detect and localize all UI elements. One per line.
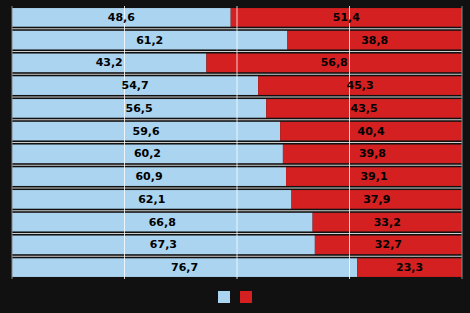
bar — [12, 167, 286, 186]
data-label: 43,2 — [96, 56, 123, 69]
grid — [12, 6, 462, 279]
data-label: 45,3 — [347, 79, 374, 92]
row-separator — [12, 142, 462, 143]
data-label: 59,6 — [133, 125, 160, 138]
bar — [12, 236, 315, 255]
row-separator — [12, 97, 462, 98]
row-separator — [12, 51, 462, 52]
bar — [266, 99, 462, 118]
data-label: 39,1 — [360, 170, 387, 183]
background — [0, 0, 470, 313]
legend-swatch — [218, 291, 230, 303]
bar — [283, 145, 462, 164]
data-label: 33,2 — [374, 216, 401, 229]
axis-start — [12, 6, 13, 279]
bar — [280, 122, 462, 141]
bar — [12, 54, 206, 73]
data-labels: 48,6 51,4 61,2 38,8 43,2 56,8 54,7 45,3 56,5 43,5… — [96, 11, 424, 274]
data-label: 38,8 — [361, 34, 388, 47]
row-separator — [12, 233, 462, 234]
bar — [12, 99, 266, 118]
data-label: 32,7 — [375, 238, 402, 251]
bar — [357, 258, 462, 277]
bar — [206, 54, 462, 73]
bar — [12, 8, 231, 27]
bar — [12, 76, 258, 95]
data-label: 76,7 — [171, 261, 198, 274]
bar — [286, 167, 462, 186]
data-label: 56,5 — [126, 102, 153, 115]
data-label: 39,8 — [359, 147, 386, 160]
bar — [12, 122, 280, 141]
data-label: 61,2 — [136, 34, 163, 47]
row-separator — [12, 188, 462, 189]
row-separator — [12, 210, 462, 211]
bar — [12, 258, 357, 277]
data-label: 48,6 — [108, 11, 135, 24]
data-label: 23,3 — [396, 261, 423, 274]
data-label: 67,3 — [150, 238, 177, 251]
bar — [12, 213, 313, 232]
legend-swatch — [240, 291, 252, 303]
axis-end — [462, 6, 463, 279]
data-label: 37,9 — [363, 193, 390, 206]
row-separator — [12, 74, 462, 75]
data-label: 60,2 — [134, 147, 161, 160]
data-label: 54,7 — [122, 79, 149, 92]
data-label: 66,8 — [149, 216, 176, 229]
bar — [231, 8, 462, 27]
row-separator — [12, 28, 462, 29]
bar — [12, 31, 287, 50]
bar — [291, 190, 462, 209]
data-label: 43,5 — [351, 102, 378, 115]
bar — [12, 145, 283, 164]
data-label: 56,8 — [321, 56, 348, 69]
bar — [12, 190, 291, 209]
data-label: 62,1 — [138, 193, 165, 206]
chart: 48,6 51,4 61,2 38,8 43,2 56,8 54,7 45,3 56,5 43,5… — [0, 0, 470, 313]
data-label: 40,4 — [358, 125, 385, 138]
row-separator — [12, 165, 462, 166]
legend — [218, 291, 252, 303]
bar — [287, 31, 462, 50]
row-separator — [12, 256, 462, 257]
data-label: 51,4 — [333, 11, 360, 24]
bar — [315, 236, 462, 255]
row-separator — [12, 119, 462, 120]
bar — [258, 76, 462, 95]
data-label: 60,9 — [135, 170, 162, 183]
bar — [313, 213, 462, 232]
